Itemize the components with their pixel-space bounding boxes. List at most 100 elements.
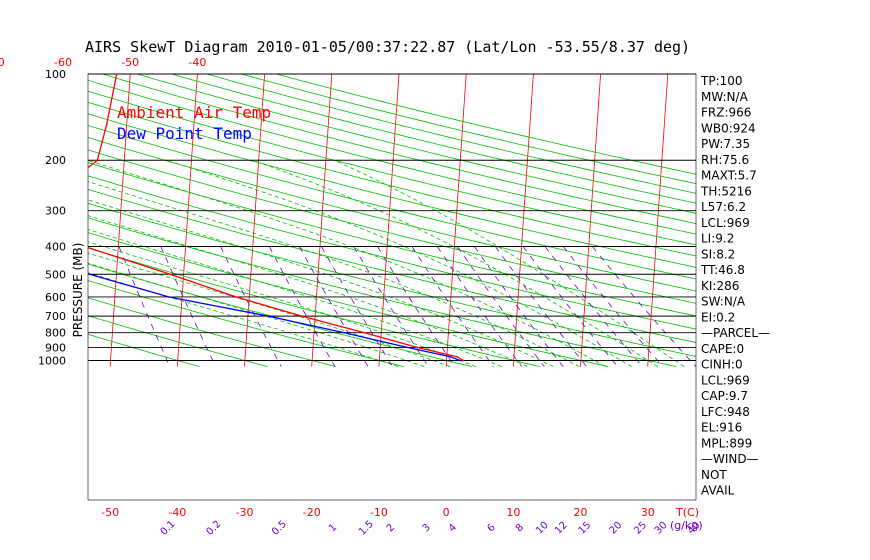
dry-adiabat-line <box>88 113 696 268</box>
dry-adiabat-line <box>88 232 609 367</box>
bottom-temp-tick-label: -10 <box>370 506 388 519</box>
moist-adiabat-line <box>88 181 580 367</box>
bottom-temp-tick-label: -20 <box>303 506 321 519</box>
sounding-index-label: PW:7.35 <box>701 137 750 151</box>
dry-adiabat-line <box>88 188 696 343</box>
bottom-temp-tick-label: 30 <box>641 506 655 519</box>
plot-frame <box>87 73 697 501</box>
dew-point-profile-point <box>449 355 452 358</box>
sounding-index-label: MAXT:5.7 <box>701 169 757 183</box>
dry-adiabat-line <box>88 79 696 235</box>
sounding-index-label: CAPE:0 <box>701 342 744 356</box>
bottom-temp-tick-label: 0 <box>443 506 450 519</box>
mixing-ratio-tick-label: 1 <box>327 522 339 534</box>
mixing-ratio-tick-label: 8 <box>514 522 526 534</box>
mixing-ratio-line <box>411 246 494 367</box>
dry-adiabat-line <box>88 247 541 367</box>
dry-adiabat-line <box>88 101 696 257</box>
isotherm-line <box>849 74 869 367</box>
dry-adiabat-line <box>88 149 696 304</box>
pressure-tick-label: 1000 <box>38 355 66 368</box>
air-temp-profile-point <box>26 210 28 212</box>
sounding-index-label: SI:8.2 <box>701 247 735 261</box>
air-temp-profile-point <box>105 123 108 126</box>
sounding-index-label: CINH:0 <box>701 358 743 372</box>
sounding-index-label: MPL:899 <box>701 436 752 450</box>
mixing-ratio-tick-label: 0.2 <box>204 519 223 538</box>
dry-adiabat-line <box>88 297 336 367</box>
mixing-ratio-line <box>544 246 643 367</box>
dry-adiabat-line <box>88 90 696 246</box>
sounding-index-label: TH:5216 <box>700 184 752 198</box>
sounding-index-label: CAP:9.7 <box>701 389 748 403</box>
y-axis-label: PRESSURE (MB) <box>71 243 85 338</box>
mixing-ratio-tick-label: 15 <box>577 520 594 537</box>
dry-adiabat-line <box>88 315 268 367</box>
top-temp-tick-label: -40 <box>188 56 206 69</box>
dew-point-profile-point <box>167 296 170 298</box>
pressure-tick-label: 600 <box>45 291 66 304</box>
mixing-ratio-tick-label: 10 <box>534 520 551 537</box>
isotherm-line <box>512 74 534 367</box>
mixing-ratio-line <box>474 246 564 367</box>
mixing-ratio-line <box>457 246 545 367</box>
mixing-ratio-line <box>522 246 619 367</box>
dry-adiabat-line <box>88 162 696 317</box>
mixing-ratio-tick-label: 6 <box>485 522 497 534</box>
dry-adiabat-line <box>88 202 696 357</box>
mixing-ratio-line <box>377 246 456 367</box>
mixing-ratio-line <box>321 246 394 367</box>
pressure-tick-label: 900 <box>45 341 66 354</box>
mixing-ratio-tick-label: 30 <box>653 520 670 537</box>
isotherm-line <box>445 74 467 367</box>
air-temp-profile-point <box>96 159 99 161</box>
sounding-index-label: MW:N/A <box>701 90 749 104</box>
sounding-index-label: EL:916 <box>701 421 742 435</box>
moist-adiabat-line <box>88 159 606 367</box>
sounding-index-label: WB0:924 <box>701 121 756 135</box>
air-temp-profile-point <box>301 315 303 317</box>
sounding-index-label: L57:6.2 <box>701 200 746 214</box>
bottom-temp-unit: T(C) <box>675 506 699 519</box>
air-temp-profile-point <box>169 273 171 276</box>
pressure-tick-label: 100 <box>45 68 66 81</box>
air-temp-profile-point <box>61 187 63 189</box>
mixing-ratio-unit: (g/kg) <box>670 519 703 532</box>
sounding-index-label: LCL:969 <box>701 373 750 387</box>
dry-adiabat-line <box>88 137 696 292</box>
mixing-ratio-line <box>353 246 429 367</box>
dry-adiabat-line <box>88 125 696 280</box>
isotherm-line <box>176 74 198 367</box>
isotherm-line <box>782 74 802 367</box>
dry-adiabat-line <box>102 74 696 224</box>
moist-adiabat-line <box>88 199 554 367</box>
air-temp-profile-point <box>416 346 419 349</box>
bottom-temp-tick-label: 20 <box>574 506 588 519</box>
top-temp-tick-label: -50 <box>121 56 139 69</box>
air-temp-profile-point <box>115 74 118 75</box>
mixing-ratio-tick-label: 1.5 <box>357 519 376 538</box>
sounding-index-label: TP:100 <box>700 74 743 88</box>
top-temp-tick-label: -60 <box>54 56 72 69</box>
air-temp-profile-point <box>462 359 465 362</box>
mixing-ratio-tick-label: 12 <box>553 520 570 537</box>
mixing-ratio-tick-label: 4 <box>447 522 459 534</box>
dry-adiabat-line <box>137 74 696 214</box>
bottom-temp-tick-label: -50 <box>101 506 119 519</box>
dry-adiabat-line <box>88 217 677 367</box>
moist-adiabat-line <box>88 241 477 367</box>
sounding-index-label: LCL:969 <box>701 216 750 230</box>
mixing-ratio-tick-label: 3 <box>421 522 433 534</box>
air-temp-profile-point <box>363 331 366 334</box>
pressure-tick-label: 400 <box>45 240 66 253</box>
dew-point-profile-point <box>406 346 408 349</box>
sounding-index-label: TT:46.8 <box>700 263 745 277</box>
pressure-tick-label: 800 <box>45 327 66 340</box>
pressure-tick-label: 700 <box>45 310 66 323</box>
mixing-ratio-tick-label: 20 <box>608 520 625 537</box>
mixing-ratio-tick-label: 25 <box>632 520 649 537</box>
air-temp-profile-point <box>456 355 458 358</box>
sounding-index-label: —WIND— <box>701 452 759 466</box>
sounding-index-label: FRZ:966 <box>701 106 751 120</box>
